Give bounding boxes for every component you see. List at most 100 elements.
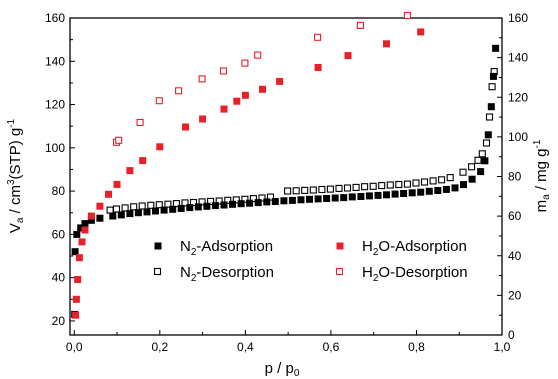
- n2-desorption-point: [395, 180, 403, 189]
- n2-adsorption-point: [134, 209, 142, 217]
- h2o-adsorption-point: [344, 52, 352, 60]
- n2-desorption-point: [172, 200, 180, 208]
- x-tick-label: 0,6: [323, 340, 340, 354]
- n2-adsorption-point: [357, 193, 365, 200]
- n2-adsorption-point: [77, 224, 85, 232]
- y-axis-left-title: Va / cm3(STP) g-1: [6, 118, 26, 233]
- n2-adsorption-point: [194, 203, 202, 211]
- h2o-desorption-point: [314, 33, 322, 41]
- h2o-desorption-point: [136, 118, 144, 127]
- h2o-adsorption-point: [74, 276, 82, 283]
- n2-adsorption-point: [126, 210, 134, 218]
- h2o-adsorption-point: [72, 295, 80, 303]
- n2-desorption-point: [215, 197, 223, 205]
- n2-desorption-point: [207, 197, 215, 205]
- n2-adsorption-point: [229, 200, 236, 208]
- n2-adsorption-point: [246, 199, 254, 207]
- y-right-tick-label: 120: [508, 90, 528, 104]
- n2-desorption-point: [420, 178, 429, 186]
- n2-desorption-point: [249, 195, 257, 203]
- y-left-tick-label: 60: [52, 227, 66, 241]
- x-tick-label: 1,0: [494, 340, 511, 354]
- h2o-adsorption-point: [276, 77, 284, 85]
- h2o-adsorption-point: [259, 85, 266, 93]
- n2-desorption-point: [468, 163, 476, 171]
- h2o-adsorption-point: [182, 123, 189, 131]
- y-left-tick-label: 100: [45, 141, 65, 155]
- h2o-adsorption-point: [241, 91, 249, 99]
- n2-adsorption-point: [73, 230, 81, 238]
- n2-adsorption-point: [160, 206, 168, 214]
- x-tick-label: 0,4: [237, 340, 254, 354]
- n2-adsorption-point: [477, 168, 485, 176]
- h2o-desorption-point: [219, 67, 228, 75]
- n2-desorption-point: [485, 113, 494, 121]
- h2o-adsorption-point: [96, 202, 104, 210]
- n2-desorption-point: [478, 150, 486, 158]
- n2-desorption-point: [155, 201, 163, 209]
- n2-adsorption-point: [417, 188, 425, 196]
- n2-desorption-point: [369, 182, 377, 190]
- n2-desorption-point: [343, 184, 352, 192]
- n2-adsorption-point: [237, 200, 245, 208]
- n2-desorption-point: [459, 168, 467, 176]
- n2-desorption-point: [474, 156, 482, 164]
- h2o-adsorption-point: [314, 64, 322, 71]
- y-left-tick-label: 20: [52, 314, 66, 328]
- n2-desorption-point: [412, 179, 420, 187]
- n2-adsorption-point: [365, 192, 373, 200]
- n2-desorption-point: [326, 185, 334, 193]
- n2-adsorption-point: [323, 195, 331, 202]
- n2-desorption-point: [241, 195, 249, 203]
- h2o-adsorption-point: [383, 40, 390, 48]
- n2-adsorption-point: [254, 199, 262, 207]
- n2-adsorption-point: [203, 202, 211, 210]
- n2-desorption-point: [232, 196, 240, 204]
- n2-desorption-point: [386, 181, 394, 189]
- y-right-tick-label: 20: [508, 288, 522, 302]
- n2-desorption-point: [284, 187, 292, 195]
- n2-adsorption-point: [340, 194, 348, 202]
- n2-desorption-point: [121, 204, 129, 212]
- y-left-tick-label: 40: [52, 271, 66, 285]
- n2-adsorption-point: [492, 44, 500, 52]
- n2-adsorption-point: [87, 216, 95, 224]
- legend-label: N2-Desorption: [180, 264, 274, 284]
- n2-adsorption-point: [481, 157, 489, 165]
- h2o-adsorption-point: [156, 143, 164, 151]
- n2-adsorption-point: [177, 204, 185, 212]
- x-tick-label: 0,0: [66, 340, 83, 354]
- n2-desorption-point: [266, 193, 275, 201]
- h2o-adsorption-point: [220, 105, 228, 113]
- h2o-desorption-point: [241, 59, 249, 67]
- h2o-adsorption-point: [78, 238, 86, 246]
- n2-adsorption-point: [143, 208, 151, 216]
- n2-desorption-point: [301, 186, 309, 194]
- n2-adsorption-point: [109, 212, 117, 220]
- legend-marker: [335, 267, 344, 276]
- n2-adsorption-point: [460, 181, 467, 189]
- n2-desorption-point: [352, 183, 360, 191]
- n2-adsorption-point: [314, 195, 322, 203]
- n2-adsorption-point: [489, 72, 497, 80]
- n2-adsorption-point: [400, 190, 408, 197]
- plot-frame: [69, 17, 503, 336]
- n2-adsorption-point: [169, 205, 177, 213]
- n2-desorption-point: [112, 205, 121, 213]
- n2-desorption-point: [438, 176, 446, 184]
- h2o-adsorption-point: [233, 97, 241, 105]
- h2o-desorption-point: [254, 51, 262, 59]
- x-axis: 0,0 0,2 0,4 0,6 0,8 1,0: [66, 330, 511, 354]
- y-left-tick-label: 140: [45, 54, 65, 68]
- n2-adsorption-point: [280, 197, 288, 205]
- n2-adsorption-point: [220, 201, 228, 209]
- n2-desorption-point: [164, 200, 172, 208]
- n2-desorption-point: [488, 83, 496, 91]
- n2-adsorption-point: [487, 103, 495, 111]
- n2-adsorption-point: [297, 196, 305, 204]
- h2o-adsorption-point: [72, 311, 80, 319]
- n2-desorption-point: [198, 198, 206, 206]
- n2-desorption-point: [138, 202, 146, 210]
- y-right-tick-label: 0: [508, 328, 515, 342]
